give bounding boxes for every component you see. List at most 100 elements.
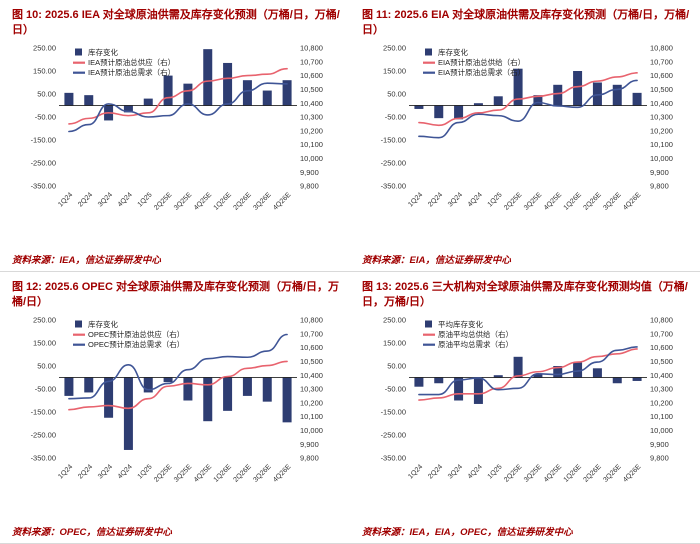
svg-text:9,800: 9,800 [650,454,669,463]
left-axis-labels: 250.00 150.00 50.00 -50.00 -150.00 -250.00 -35… [31,44,56,191]
svg-text:3Q26E: 3Q26E [252,463,273,484]
svg-text:IEA预计原油总供应（右）: IEA预计原油总供应（右） [88,57,175,67]
svg-text:10,100: 10,100 [650,140,673,149]
svg-text:250.00: 250.00 [33,316,56,325]
svg-text:1Q26E: 1Q26E [213,463,234,484]
svg-text:4Q24: 4Q24 [467,191,484,208]
svg-text:3Q25E: 3Q25E [173,463,194,484]
svg-text:2Q25E: 2Q25E [153,191,174,212]
svg-text:150.00: 150.00 [33,67,56,76]
svg-text:3Q26E: 3Q26E [602,191,623,212]
source-note-fig12: 资料来源：OPEC，信达证券研发中心 [12,527,172,538]
svg-text:10,400: 10,400 [300,371,323,380]
svg-text:-50.00: -50.00 [35,385,56,394]
left-axis-labels: 250.00 150.00 50.00 -50.00 -150.00 -250.00 -35… [381,316,406,463]
legend-item-demand-line: OPEC预计原油总需求（右） [73,339,184,349]
chart-svg: 250.00 150.00 50.00 -50.00 -150.00 -250.00 -35… [381,316,673,484]
svg-text:4Q25E: 4Q25E [193,463,214,484]
svg-text:1Q26E: 1Q26E [213,191,234,212]
inventory-bar-series [414,356,642,404]
chart-figure-11: 250.00 150.00 50.00 -50.00 -150.00 -250.00 -35… [362,40,692,241]
svg-text:IEA预计原油总需求（右）: IEA预计原油总需求（右） [88,67,175,77]
svg-text:-250.00: -250.00 [31,159,56,168]
svg-text:2Q25E: 2Q25E [503,463,524,484]
svg-text:10,500: 10,500 [650,357,673,366]
left-axis-labels: 250.00 150.00 50.00 -50.00 -150.00 -250.00 -35… [31,316,56,463]
svg-text:10,600: 10,600 [650,343,673,352]
svg-text:1Q25: 1Q25 [137,191,154,208]
svg-text:1Q25: 1Q25 [487,191,504,208]
right-axis-labels: 10,800 10,700 10,600 10,500 10,400 10,300 10,2… [650,316,673,463]
svg-text:2Q25E: 2Q25E [153,463,174,484]
svg-text:3Q26E: 3Q26E [602,463,623,484]
svg-text:10,100: 10,100 [650,412,673,421]
svg-text:-350.00: -350.00 [381,182,406,191]
chart-svg: 250.00 150.00 50.00 -50.00 -150.00 -250.00 -35… [381,44,673,212]
svg-text:2Q26E: 2Q26E [232,191,253,212]
svg-text:10,600: 10,600 [300,343,323,352]
svg-text:2Q26E: 2Q26E [232,463,253,484]
svg-text:10,700: 10,700 [300,329,323,338]
figure-panel-10: 图 10: 2025.6 IEA 对全球原油供需及库存变化预测（万桶/日，万桶/… [0,0,350,272]
svg-text:-150.00: -150.00 [31,136,56,145]
svg-text:1Q24: 1Q24 [57,191,74,208]
source-note-fig11: 资料来源：EIA，信达证券研发中心 [362,255,511,266]
svg-text:4Q24: 4Q24 [117,463,134,480]
svg-text:250.00: 250.00 [383,44,406,53]
svg-text:10,400: 10,400 [650,371,673,380]
x-axis-labels: 1Q24 2Q24 3Q24 4Q24 1Q25 2Q25E 3Q25E 4Q25E 1Q26E… [57,463,292,484]
svg-text:10,400: 10,400 [300,99,323,108]
legend-item-demand-line: IEA预计原油总需求（右） [73,67,175,77]
svg-text:4Q25E: 4Q25E [543,463,564,484]
svg-text:1Q24: 1Q24 [57,463,74,480]
svg-text:4Q26E: 4Q26E [622,463,643,484]
svg-text:10,300: 10,300 [300,113,323,122]
svg-text:原油平均总供给（右）: 原油平均总供给（右） [438,329,513,339]
svg-text:50.00: 50.00 [37,362,56,371]
right-axis-labels: 10,800 10,700 10,600 10,500 10,400 10,300 10,2… [300,316,323,463]
svg-text:3Q24: 3Q24 [447,191,464,208]
svg-text:10,200: 10,200 [650,398,673,407]
svg-text:3Q25E: 3Q25E [523,191,544,212]
legend-item-supply-line: EIA预计原油总供给（右） [423,57,525,67]
figure-panel-12: 图 12: 2025.6 OPEC 对全球原油供需及库存变化预测（万桶/日，万桶… [0,272,350,544]
x-axis-labels: 1Q24 2Q24 3Q24 4Q24 1Q25 2Q25E 3Q25E 4Q25E 1Q26E… [407,463,642,484]
chart-title-fig12: 图 12: 2025.6 OPEC 对全球原油供需及库存变化预测（万桶/日，万桶… [12,281,339,308]
inventory-bar-series [64,377,292,450]
svg-text:9,800: 9,800 [650,182,669,191]
svg-text:3Q24: 3Q24 [447,463,464,480]
svg-text:1Q24: 1Q24 [407,191,424,208]
source-note-fig10: 资料来源：IEA，信达证券研发中心 [12,255,161,266]
legend-item-supply-line: IEA预计原油总供应（右） [73,57,175,67]
legend-item-supply-line: OPEC预计原油总供应（右） [73,329,184,339]
demand-line [418,79,638,139]
svg-text:-50.00: -50.00 [35,113,56,122]
chart-figure-12: 250.00 150.00 50.00 -50.00 -150.00 -250.00 -35… [12,312,342,513]
legend-item-inventory-bar-series: 库存变化 [75,47,118,57]
svg-text:库存变化: 库存变化 [88,47,118,57]
svg-text:-350.00: -350.00 [381,454,406,463]
svg-text:10,800: 10,800 [300,44,323,53]
svg-text:3Q25E: 3Q25E [523,463,544,484]
svg-text:库存变化: 库存变化 [88,319,118,329]
svg-text:-150.00: -150.00 [31,408,56,417]
svg-text:10,300: 10,300 [650,385,673,394]
svg-text:1Q25: 1Q25 [487,463,504,480]
svg-text:-350.00: -350.00 [31,182,56,191]
chart-svg: 250.00 150.00 50.00 -50.00 -150.00 -250.00 -35… [31,44,323,212]
svg-text:OPEC预计原油总需求（右）: OPEC预计原油总需求（右） [88,339,184,349]
svg-text:10,800: 10,800 [650,316,673,325]
svg-text:4Q25E: 4Q25E [193,191,214,212]
svg-text:3Q25E: 3Q25E [173,191,194,212]
svg-text:1Q24: 1Q24 [407,463,424,480]
svg-text:2Q24: 2Q24 [77,463,94,480]
svg-text:2Q26E: 2Q26E [582,191,603,212]
legend-item-demand-line: EIA预计原油总需求（右） [423,67,525,77]
svg-text:10,000: 10,000 [650,154,673,163]
svg-text:4Q26E: 4Q26E [622,191,643,212]
svg-text:9,900: 9,900 [650,168,669,177]
